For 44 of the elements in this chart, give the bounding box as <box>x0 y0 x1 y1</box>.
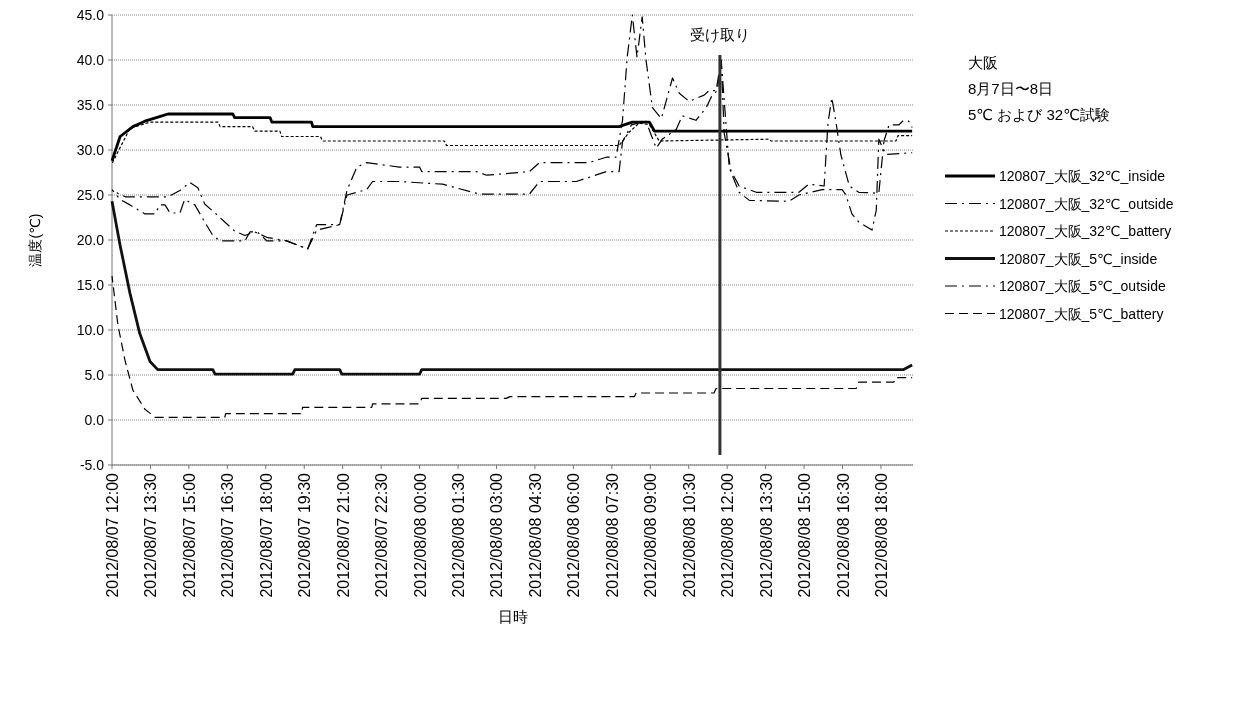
y-tick-label: 5.0 <box>84 367 105 383</box>
x-tick-label: 2012/08/07 18:00 <box>257 472 275 598</box>
x-tick-label: 2012/08/07 13:30 <box>142 472 160 598</box>
x-tick-label: 2012/08/07 15:00 <box>180 472 198 598</box>
x-tick-label: 2012/08/07 16:30 <box>219 472 237 598</box>
legend-label: 120807_大阪_32℃_inside <box>999 168 1166 184</box>
text: 8月7日〜8日 <box>968 80 1054 97</box>
y-tick-label: 45.0 <box>76 7 105 23</box>
y-tick-label: 0.0 <box>84 412 105 428</box>
x-axis-title: 日時 <box>497 607 528 625</box>
x-tick-label: 2012/08/08 09:00 <box>642 472 660 598</box>
y-tick-label: 10.0 <box>76 322 105 338</box>
legend-label: 120807_大阪_32℃_battery <box>999 223 1172 239</box>
y-tick-label: 15.0 <box>76 277 105 293</box>
x-tick-label: 2012/08/08 18:00 <box>872 472 890 598</box>
x-tick-label: 2012/08/08 16:30 <box>834 472 852 598</box>
text: 5℃ および 32℃試験 <box>968 106 1111 123</box>
legend-label: 120807_大阪_32℃_outside <box>999 195 1174 212</box>
y-tick-label: 25.0 <box>76 187 105 203</box>
y-tick-label: 20.0 <box>76 232 105 248</box>
y-tick-label: 35.0 <box>76 97 105 113</box>
x-tick-label: 2012/08/07 21:00 <box>334 472 352 598</box>
x-tick-label: 2012/08/08 03:00 <box>488 472 506 598</box>
x-tick-label: 2012/08/07 22:30 <box>373 472 391 598</box>
x-tick-label: 2012/08/08 01:30 <box>450 472 468 598</box>
x-tick-label: 2012/08/08 07:30 <box>603 472 621 598</box>
y-axis-title: 温度(℃) <box>27 213 43 267</box>
x-tick-label: 2012/08/08 06:00 <box>565 472 583 598</box>
x-tick-label: 2012/08/08 10:30 <box>680 472 698 598</box>
x-tick-label: 2012/08/08 13:30 <box>757 472 775 598</box>
y-tick-label: -5.0 <box>79 457 105 473</box>
x-tick-label: 2012/08/07 19:30 <box>296 472 314 598</box>
legend-label: 120807_大阪_5℃_inside <box>999 250 1158 267</box>
legend-label: 120807_大阪_5℃_battery <box>999 305 1164 322</box>
x-tick-label: 2012/08/08 12:00 <box>719 472 737 598</box>
x-tick-label: 2012/08/08 04:30 <box>526 472 544 598</box>
x-tick-label: 2012/08/07 12:00 <box>104 472 121 598</box>
ref-line-label: 受け取り <box>689 26 750 43</box>
text: 大阪 <box>968 54 998 71</box>
y-tick-label: 30.0 <box>76 142 105 158</box>
y-tick-label: 40.0 <box>76 52 105 68</box>
legend-label: 120807_大阪_5℃_outside <box>999 278 1166 294</box>
x-tick-label: 2012/08/08 00:00 <box>411 472 429 598</box>
x-tick-label: 2012/08/08 15:00 <box>796 472 814 598</box>
